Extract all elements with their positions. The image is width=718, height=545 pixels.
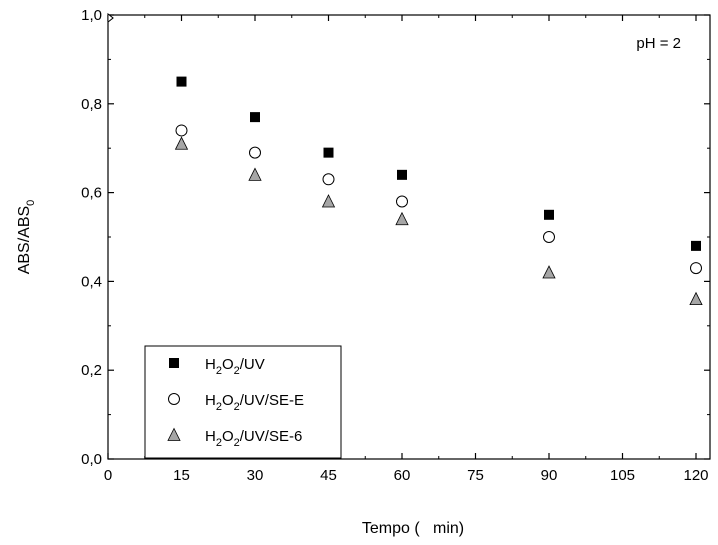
y-axis-label-sub: 0 <box>25 200 37 206</box>
x-tick-label: 45 <box>320 467 337 484</box>
legend-label-text: /UV <box>240 356 265 373</box>
legend-label-text: /UV/SE-E <box>240 392 304 409</box>
data-point-series-2 <box>175 124 188 137</box>
x-tick-label: 120 <box>683 467 708 484</box>
y-tick-label: 0,8 <box>81 96 102 113</box>
legend-marker <box>169 358 179 368</box>
y-tick-label: 0,4 <box>81 273 102 290</box>
data-point-series-1 <box>691 240 701 251</box>
x-tick-label: 60 <box>394 467 411 484</box>
y-tick-label: 0,0 <box>81 451 102 468</box>
data-point-series-1 <box>250 112 260 123</box>
data-point-series-3 <box>107 13 114 23</box>
x-axis: 0 15 30 45 60 75 90 105 120 <box>104 15 709 484</box>
x-tick-label: 30 <box>247 467 264 484</box>
y-tick-label: 0,2 <box>81 362 102 379</box>
legend-marker <box>167 427 181 441</box>
y-axis-label-main: ABS/ABS <box>16 206 33 274</box>
x-tick-label: 0 <box>104 467 112 484</box>
legend-label-text: H <box>205 356 216 373</box>
x-tick-label: 15 <box>173 467 190 484</box>
data-points <box>107 13 703 306</box>
y-axis: 0,0 0,2 0,4 0,6 0,8 1,0 <box>81 7 710 468</box>
legend-label-subscript: 2 <box>234 365 240 377</box>
x-tick-label: 75 <box>467 467 484 484</box>
legend-label-subscript: 2 <box>216 437 222 449</box>
legend-item: H2O2/UV/SE-E <box>168 392 304 413</box>
data-point-series-1 <box>544 209 554 220</box>
data-point-series-3 <box>395 211 409 226</box>
x-tick-label: 90 <box>541 467 558 484</box>
legend-label-text: H <box>205 428 216 445</box>
data-point-series-2 <box>396 195 408 208</box>
data-point-series-1 <box>397 169 407 180</box>
x-axis-label: Tempo ( min) <box>362 520 464 537</box>
data-point-series-2 <box>690 262 702 275</box>
legend-label-text: O <box>222 428 234 445</box>
y-axis-label: ABS/ABS0 <box>16 200 37 275</box>
data-point-series-3 <box>174 136 189 150</box>
legend-label-text: O <box>222 392 234 409</box>
data-point-series-3 <box>542 265 556 279</box>
data-point-series-3 <box>248 167 262 181</box>
y-tick-label: 0,6 <box>81 185 102 202</box>
data-point-series-2 <box>249 146 261 159</box>
y-tick-label: 1,0 <box>81 7 102 24</box>
data-point-series-2 <box>543 231 555 243</box>
legend-label: H2O2/UV/SE-E <box>205 392 304 413</box>
legend-label-subscript: 2 <box>216 401 222 413</box>
legend-marker <box>168 393 180 405</box>
data-point-series-3 <box>689 291 703 306</box>
legend-label: H2O2/UV <box>205 356 265 377</box>
legend-label-subscript: 2 <box>234 437 240 449</box>
data-point-series-2 <box>322 173 335 186</box>
data-point-series-1 <box>323 147 334 158</box>
legend-label-subscript: 2 <box>234 401 240 413</box>
legend-item: H2O2/UV/SE-6 <box>167 427 302 449</box>
legend-label-text: H <box>205 392 216 409</box>
data-point-series-1 <box>176 76 187 87</box>
legend-label-subscript: 2 <box>216 365 222 377</box>
legend-item: H2O2/UV <box>169 356 265 377</box>
legend-label-text: O <box>222 356 234 373</box>
legend-label-text: /UV/SE-6 <box>240 428 303 445</box>
ph-annotation: pH = 2 <box>636 35 681 52</box>
legend-label: H2O2/UV/SE-6 <box>205 428 302 449</box>
data-point-series-3 <box>321 194 336 208</box>
x-tick-label: 105 <box>610 467 635 484</box>
